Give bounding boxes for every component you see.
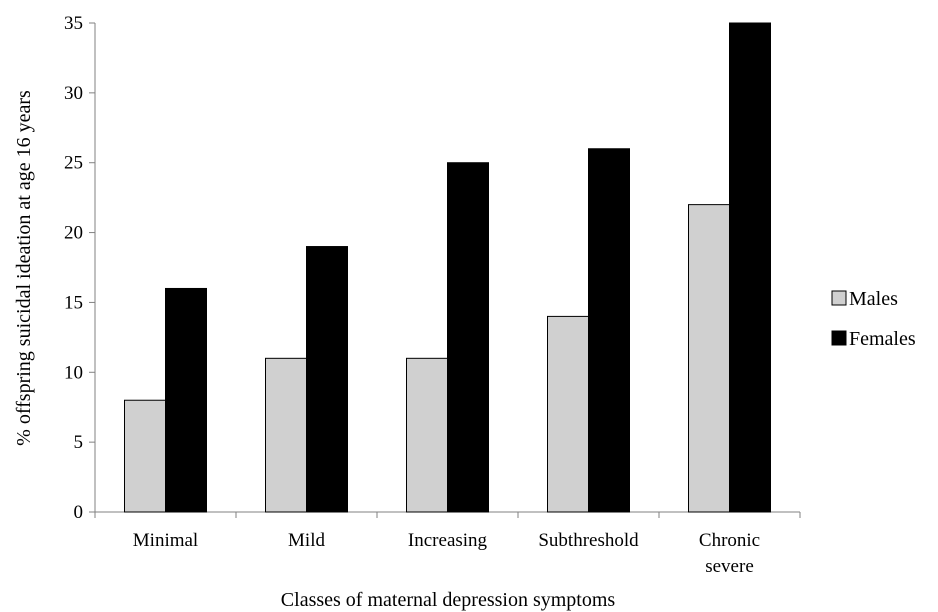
- y-tick-label: 30: [64, 83, 83, 104]
- x-tick-label: Subthreshold: [538, 530, 639, 551]
- y-axis: 0 5 10 15 20 25 30 35: [64, 13, 96, 523]
- y-tick-label: 35: [64, 13, 83, 34]
- legend-swatch-females: [831, 330, 847, 346]
- bar-females-0: [165, 287, 207, 513]
- y-tick-label: 10: [64, 362, 83, 383]
- legend: Males Females: [831, 288, 916, 350]
- bar-males-1: [265, 357, 307, 513]
- x-axis: Minimal Mild Increasing Subthreshold Chronic…: [94, 511, 801, 577]
- legend-label-females: Females: [849, 328, 916, 350]
- bar-males-4: [688, 204, 730, 513]
- x-axis-title: Classes of maternal depression symptoms: [281, 589, 616, 611]
- y-tick-label: 15: [64, 292, 83, 313]
- y-axis-title: % offspring suicidal ideation at age 16 …: [13, 90, 35, 446]
- bar-females-2: [447, 162, 489, 513]
- y-tick-label: 25: [64, 153, 83, 174]
- y-tick-label: 20: [64, 223, 83, 244]
- bar-males-3: [547, 315, 589, 513]
- legend-swatch-males: [831, 290, 847, 306]
- y-tick-label: 5: [74, 432, 84, 453]
- x-tick-label: Increasing: [408, 530, 488, 551]
- x-tick-label: Chronic severe: [699, 530, 760, 577]
- y-tick-label: 0: [74, 502, 84, 523]
- bar-females-4: [729, 22, 771, 513]
- x-tick-label: Mild: [288, 530, 325, 551]
- bar-males-2: [406, 357, 448, 513]
- bar-females-1: [306, 246, 348, 513]
- x-tick-label: Minimal: [133, 530, 198, 551]
- bar-females-3: [588, 148, 630, 513]
- legend-label-males: Males: [849, 288, 898, 310]
- bars: [124, 22, 771, 513]
- bar-males-0: [124, 399, 166, 513]
